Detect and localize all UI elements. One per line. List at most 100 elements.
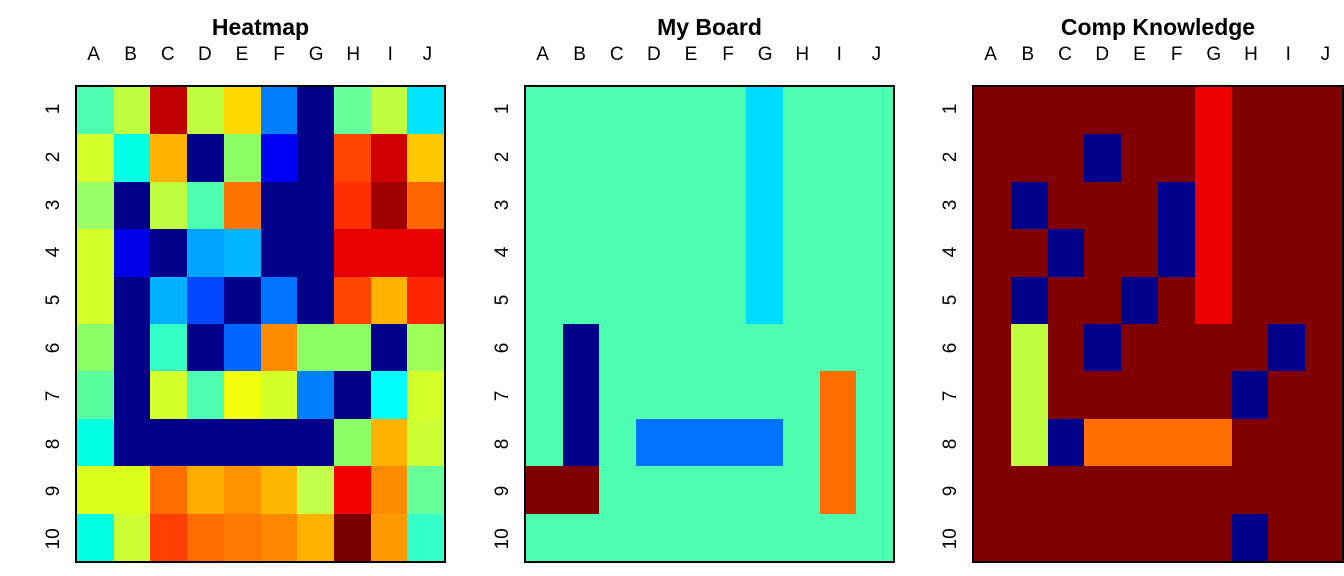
heatmap-cell-A6 — [974, 324, 1011, 372]
heatmap-cell-I7 — [819, 371, 857, 419]
heatmap-cell-D3 — [1084, 181, 1122, 230]
chart-title: My Board — [657, 14, 762, 40]
heatmap-cell-F1 — [260, 87, 298, 135]
heatmap-cell-D10 — [1084, 513, 1122, 561]
heatmap-cell-A3 — [77, 181, 114, 230]
heatmap-cell-J3 — [407, 181, 444, 230]
y-axis-label: 1 — [939, 103, 961, 115]
heatmap-cell-I8 — [370, 418, 408, 467]
heatmap-cell-I2 — [370, 134, 408, 182]
heatmap-cell-B10 — [562, 513, 600, 561]
heatmap-cell-A5 — [526, 276, 563, 324]
x-axis-label: B — [1021, 44, 1035, 65]
heatmap-cell-B7 — [113, 371, 151, 419]
heatmap-cell-B2 — [562, 134, 600, 182]
heatmap-cell-G1 — [746, 87, 783, 135]
heatmap-cell-J3 — [1305, 181, 1342, 230]
heatmap-cell-C3 — [599, 181, 637, 230]
heatmap-cell-I6 — [370, 324, 408, 372]
heatmap-cell-H6 — [782, 324, 820, 372]
heatmap-cell-E6 — [223, 324, 261, 372]
x-axis-label: H — [1244, 44, 1258, 65]
heatmap-cell-D1 — [1084, 87, 1122, 135]
heatmap-cell-E6 — [672, 324, 710, 372]
heatmap-cell-G1 — [297, 87, 334, 135]
heatmap-cell-H7 — [782, 371, 820, 419]
heatmap-cell-C9 — [599, 466, 637, 514]
heatmap-cell-B8 — [113, 418, 151, 467]
heatmap-cell-F8 — [260, 418, 298, 467]
x-axis-label: F — [273, 44, 285, 65]
x-axis-label: B — [124, 44, 137, 65]
heatmap-cell-H10 — [1231, 513, 1269, 561]
heatmap-cell-I6 — [1268, 324, 1306, 372]
heatmap-cell-F1 — [1157, 87, 1195, 135]
heatmap-cell-A10 — [77, 513, 114, 561]
heatmap-cell-A4 — [974, 229, 1011, 277]
heatmap-cell-J2 — [1305, 134, 1342, 182]
heatmap-cell-A9 — [974, 466, 1011, 514]
heatmap-cell-H9 — [1231, 466, 1269, 514]
y-axis-label: 6 — [42, 342, 64, 354]
heatmap-cell-J1 — [1305, 87, 1342, 135]
heatmap-cell-I1 — [370, 87, 408, 135]
heatmap-cell-C3 — [150, 181, 188, 230]
x-axis-label: H — [795, 44, 810, 65]
heatmap-cell-B5 — [562, 276, 600, 324]
heatmap-cell-I5 — [1268, 276, 1306, 324]
heatmap-cell-E9 — [672, 466, 710, 514]
heatmap-cell-A6 — [526, 324, 563, 372]
heatmap-cell-B1 — [1010, 87, 1048, 135]
y-axis-label: 5 — [42, 294, 64, 306]
y-axis-label: 8 — [491, 438, 513, 449]
heatmap-cell-I1 — [1268, 87, 1306, 135]
heatmap-cell-B6 — [1010, 324, 1048, 372]
heatmap-cell-C1 — [1047, 87, 1085, 135]
heatmap-cell-D8 — [187, 418, 224, 467]
y-axis-label: 2 — [939, 151, 961, 162]
heatmap-cell-J9 — [1305, 466, 1342, 514]
y-axis-label: 10 — [42, 528, 64, 550]
y-axis-label: 8 — [939, 438, 961, 449]
heatmap-cell-G6 — [1194, 324, 1232, 372]
x-axis-label: E — [684, 44, 698, 65]
x-axis-label: A — [536, 44, 549, 65]
heatmap-cell-F9 — [1157, 466, 1195, 514]
heatmap-cell-I3 — [1268, 181, 1306, 230]
heatmap-cell-E4 — [1121, 229, 1158, 277]
heatmap-cell-G7 — [746, 371, 783, 419]
heatmap-cell-H5 — [333, 276, 371, 324]
heatmap-cell-B4 — [562, 229, 600, 277]
heatmap-cell-C1 — [599, 87, 637, 135]
heatmap-cell-E10 — [672, 513, 710, 561]
heatmap-cell-I5 — [370, 276, 408, 324]
heatmap-cell-A2 — [77, 134, 114, 182]
x-axis-label: G — [1206, 44, 1222, 65]
heatmap-cell-B1 — [113, 87, 151, 135]
x-axis-label: J — [871, 44, 882, 65]
heatmap-cell-G8 — [746, 418, 783, 467]
heatmap-cell-C2 — [599, 134, 637, 182]
heatmap-cell-B8 — [1010, 418, 1048, 467]
heatmap-cell-H8 — [333, 418, 371, 467]
y-axis-label: 7 — [491, 390, 513, 401]
heatmap-cell-J3 — [856, 181, 893, 230]
heatmap-cell-J1 — [407, 87, 444, 135]
heatmap-cell-H7 — [1231, 371, 1269, 419]
y-axis-labels: 1 2 3 4 5 6 7 8 9 10 — [39, 85, 69, 563]
heatmap-cell-G5 — [297, 276, 334, 324]
heatmap-cell-E1 — [672, 87, 710, 135]
heatmap-cell-B5 — [1010, 276, 1048, 324]
chart-title: Heatmap — [211, 14, 310, 40]
heatmap-cell-E8 — [223, 418, 261, 467]
heatmap-cell-F5 — [709, 276, 747, 324]
y-axis-label: 8 — [42, 438, 64, 449]
heatmap-cell-F8 — [709, 418, 747, 467]
heatmap-cell-B6 — [562, 324, 600, 372]
heatmap-cell-A8 — [77, 418, 114, 467]
heatmap-cell-B1 — [562, 87, 600, 135]
heatmap-cell-B4 — [113, 229, 151, 277]
y-axis-label: 9 — [491, 485, 513, 497]
heatmap-cell-I9 — [819, 466, 857, 514]
heatmap-cell-E3 — [1121, 181, 1158, 230]
